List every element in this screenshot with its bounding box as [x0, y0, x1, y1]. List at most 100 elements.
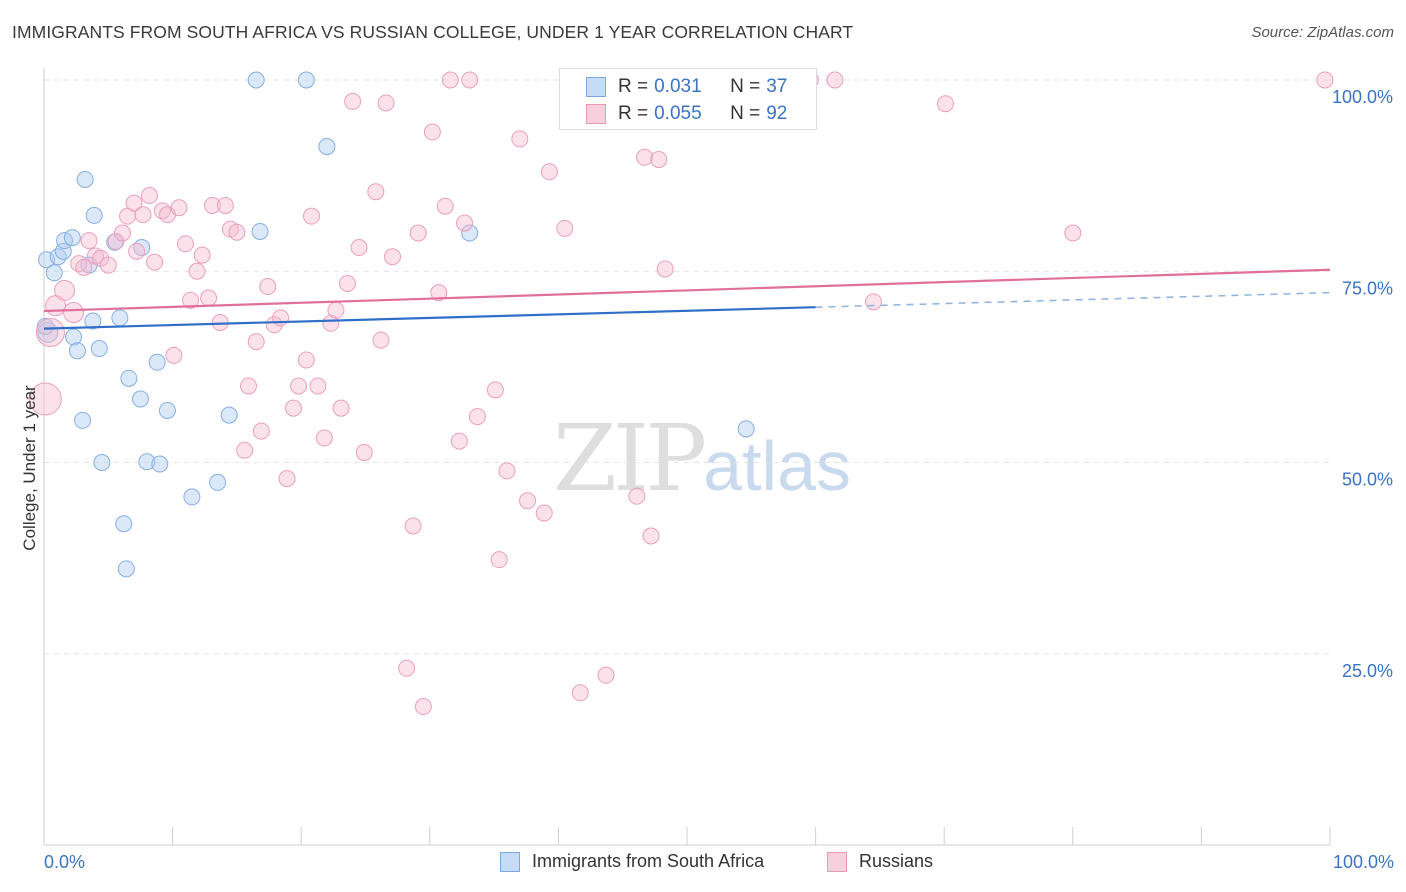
point-russians	[556, 219, 574, 237]
point-russians	[128, 242, 146, 260]
y-tick-label: 50.0%	[1342, 470, 1393, 490]
series-legend: Immigrants from South Africa Russians	[0, 851, 1406, 879]
point-south-africa	[54, 242, 72, 260]
point-south-africa	[76, 170, 94, 188]
point-south-africa	[148, 353, 166, 371]
point-russians	[372, 331, 390, 349]
point-russians	[355, 444, 373, 462]
point-south-africa	[151, 455, 169, 473]
point-russians	[54, 279, 76, 301]
source-label: Source: ZipAtlas.com	[1251, 24, 1394, 41]
point-south-africa	[49, 248, 67, 266]
point-russians	[423, 123, 441, 141]
point-south-africa	[183, 488, 201, 506]
point-russians	[272, 309, 290, 327]
point-russians	[344, 92, 362, 110]
point-russians	[350, 239, 368, 257]
point-russians	[656, 260, 674, 278]
point-russians	[597, 666, 615, 684]
y-tick-label: 75.0%	[1342, 278, 1393, 298]
point-russians	[290, 377, 308, 395]
point-russians	[170, 199, 188, 217]
point-south-africa	[209, 473, 227, 491]
point-south-africa	[297, 71, 315, 89]
point-russians	[63, 302, 85, 324]
point-russians	[377, 94, 395, 112]
point-russians	[456, 214, 474, 232]
point-russians	[259, 278, 277, 296]
point-south-africa	[461, 224, 479, 242]
point-russians	[636, 148, 654, 166]
point-russians	[535, 504, 553, 522]
legend-row-russians: R = 0.055 N = 92	[586, 102, 787, 126]
series-legend-swatch-pink	[827, 851, 847, 872]
point-russians	[322, 314, 340, 332]
point-russians	[113, 224, 131, 242]
legend-n-label: N =	[730, 103, 761, 124]
point-russians	[628, 487, 646, 505]
point-south-africa	[111, 309, 129, 327]
point-russians	[414, 698, 432, 716]
point-south-africa	[84, 312, 102, 330]
point-russians	[247, 333, 265, 351]
point-russians	[252, 422, 270, 440]
trendline-south-africa-extension	[815, 291, 1331, 308]
series-legend-label: Immigrants from South Africa	[532, 851, 765, 871]
point-russians	[441, 71, 459, 89]
x-tick-label-max: 100.0%	[1332, 852, 1394, 872]
point-russians	[338, 274, 356, 292]
point-russians	[297, 351, 315, 369]
point-russians	[498, 462, 516, 480]
point-russians	[409, 224, 427, 242]
legend-n-value: 92	[766, 103, 788, 124]
point-south-africa	[138, 453, 156, 471]
point-south-africa	[117, 560, 135, 578]
point-russians	[540, 163, 558, 181]
legend-n-value: 37	[766, 76, 788, 97]
point-russians	[236, 441, 254, 459]
point-russians	[193, 246, 211, 264]
point-russians	[216, 196, 234, 214]
point-russians	[165, 346, 183, 364]
point-russians	[228, 223, 246, 241]
point-russians	[642, 527, 660, 545]
point-russians	[936, 95, 954, 113]
legend-r-value: 0.031	[654, 76, 702, 97]
point-south-africa	[247, 71, 265, 89]
point-south-africa	[90, 340, 108, 358]
point-russians	[265, 316, 283, 334]
point-south-africa	[220, 406, 238, 424]
point-russians	[182, 291, 200, 309]
point-south-africa	[120, 369, 138, 387]
point-south-africa	[63, 229, 81, 247]
point-russians	[315, 429, 333, 447]
point-russians	[367, 183, 385, 201]
point-russians	[468, 408, 486, 426]
point-russians	[302, 207, 320, 225]
point-russians	[571, 684, 589, 702]
legend-n-label: N =	[730, 76, 761, 97]
legend-r-label: R =	[618, 103, 649, 124]
series-legend-label: Russians	[859, 851, 934, 871]
point-russians	[28, 382, 62, 416]
point-russians	[188, 262, 206, 280]
point-russians	[864, 293, 882, 311]
point-south-africa	[68, 342, 86, 360]
point-russians	[450, 432, 468, 450]
y-tick-label: 100.0%	[1332, 87, 1393, 107]
point-russians	[826, 71, 844, 89]
y-axis-title: College, Under 1 year	[20, 385, 39, 551]
point-south-africa	[131, 390, 149, 408]
point-russians	[176, 235, 194, 253]
point-russians	[125, 194, 143, 212]
point-russians	[146, 253, 164, 271]
point-south-africa	[318, 138, 336, 156]
legend-r-value: 0.055	[654, 103, 702, 124]
point-russians	[134, 206, 152, 224]
point-south-africa	[65, 328, 83, 346]
point-russians	[278, 470, 296, 488]
point-russians	[461, 71, 479, 89]
point-south-africa	[74, 411, 92, 429]
point-russians	[140, 187, 158, 205]
point-russians	[75, 258, 93, 276]
